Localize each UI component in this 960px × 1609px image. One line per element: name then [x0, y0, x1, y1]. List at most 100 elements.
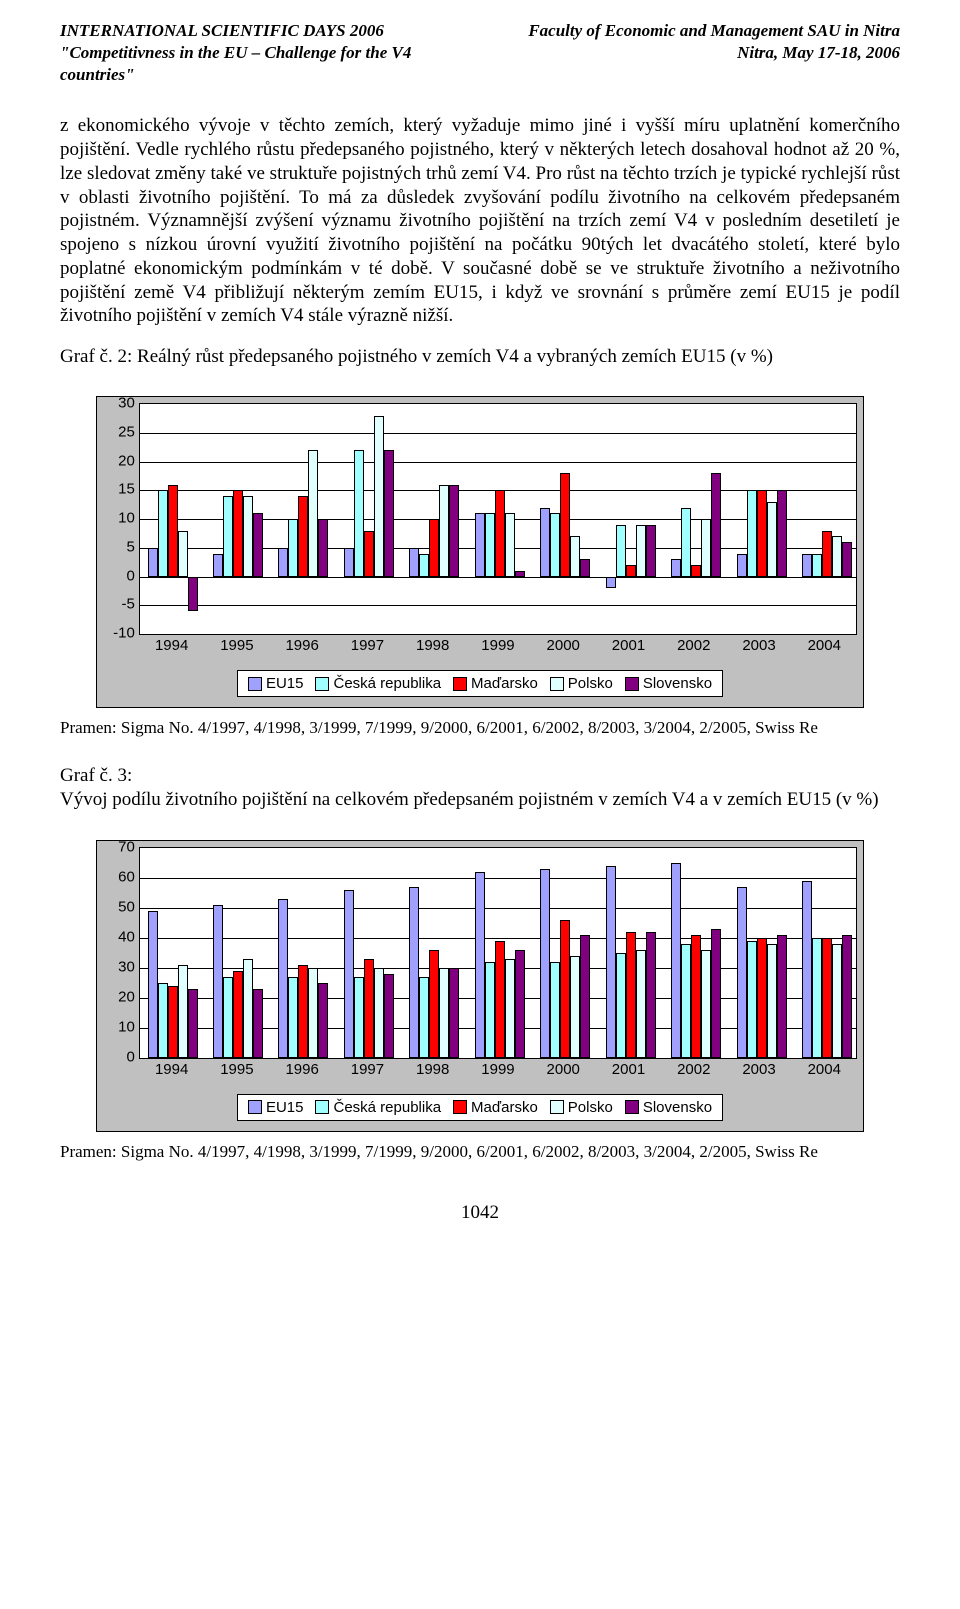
bar: [812, 554, 822, 577]
bar: [767, 502, 777, 577]
legend-swatch: [315, 1100, 329, 1114]
bar: [767, 944, 777, 1058]
ytick-label: 5: [126, 538, 134, 555]
legend-label: Maďarsko: [471, 1099, 538, 1116]
header-right-line2: Nitra, May 17-18, 2006: [497, 42, 900, 64]
xtick-label: 2003: [726, 637, 791, 654]
xtick-label: 2001: [596, 1061, 661, 1078]
bar: [419, 554, 429, 577]
bar: [812, 938, 822, 1058]
legend-label: Polsko: [568, 675, 613, 692]
bar: [691, 565, 701, 577]
bar: [223, 496, 233, 577]
bar: [842, 935, 852, 1058]
xtick-label: 1999: [465, 637, 530, 654]
header-left-line1: INTERNATIONAL SCIENTIFIC DAYS 2006: [60, 20, 463, 42]
chart3-source: Pramen: Sigma No. 4/1997, 4/1998, 3/1999…: [60, 1142, 900, 1162]
xtick-label: 1996: [270, 637, 335, 654]
bar: [318, 983, 328, 1058]
bar: [278, 899, 288, 1058]
bar: [606, 577, 616, 589]
bar: [308, 450, 318, 577]
legend-swatch: [550, 1100, 564, 1114]
bar: [475, 513, 485, 576]
legend-item: EU15: [248, 1099, 304, 1116]
bar: [178, 965, 188, 1058]
bar: [747, 941, 757, 1058]
bar: [364, 959, 374, 1058]
ytick-label: 70: [118, 838, 135, 855]
page-header: INTERNATIONAL SCIENTIFIC DAYS 2006 "Comp…: [60, 20, 900, 86]
bar: [691, 935, 701, 1058]
xtick-label: 1999: [465, 1061, 530, 1078]
bar: [505, 959, 515, 1058]
bar: [374, 968, 384, 1058]
bar: [298, 965, 308, 1058]
legend-item: Maďarsko: [453, 1099, 538, 1116]
bar: [747, 490, 757, 576]
graf3-label: Graf č. 3:: [60, 764, 900, 788]
xtick-label: 1995: [204, 637, 269, 654]
legend-swatch: [248, 1100, 262, 1114]
chart2: 302520151050-5-1019941995199619971998199…: [96, 396, 864, 708]
header-left: INTERNATIONAL SCIENTIFIC DAYS 2006 "Comp…: [60, 20, 463, 86]
ytick-label: 30: [118, 395, 135, 412]
bar: [243, 496, 253, 577]
bar: [580, 559, 590, 576]
bar: [560, 920, 570, 1058]
bar: [681, 508, 691, 577]
header-right-line1: Faculty of Economic and Management SAU i…: [497, 20, 900, 42]
bar: [495, 490, 505, 576]
chart3: 7060504030201001994199519961997199819992…: [96, 840, 864, 1132]
bar: [616, 953, 626, 1058]
graf2-title: Graf č. 2: Reálný růst předepsaného poji…: [60, 346, 900, 368]
legend-item: Polsko: [550, 675, 613, 692]
legend: EU15Česká republikaMaďarskoPolskoSlovens…: [237, 1094, 723, 1121]
ytick-label: -5: [121, 596, 134, 613]
bar: [223, 977, 233, 1058]
chart2-source: Pramen: Sigma No. 4/1997, 4/1998, 3/1999…: [60, 718, 900, 738]
legend-label: Maďarsko: [471, 675, 538, 692]
bar: [213, 905, 223, 1058]
legend-swatch: [625, 1100, 639, 1114]
graf3-title: Vývoj podílu životního pojištění na celk…: [60, 788, 900, 812]
bar: [278, 548, 288, 577]
bar: [822, 938, 832, 1058]
bar: [168, 986, 178, 1058]
xtick-label: 2004: [792, 637, 857, 654]
bar: [515, 571, 525, 577]
bar: [188, 989, 198, 1058]
ytick-label: 0: [126, 567, 134, 584]
ytick-label: 0: [126, 1048, 134, 1065]
bar: [178, 531, 188, 577]
bar: [419, 977, 429, 1058]
bar: [842, 542, 852, 577]
bar: [570, 536, 580, 576]
bar: [616, 525, 626, 577]
ytick-label: 60: [118, 868, 135, 885]
legend-item: EU15: [248, 675, 304, 692]
bar: [646, 932, 656, 1058]
header-right: Faculty of Economic and Management SAU i…: [497, 20, 900, 86]
bar: [580, 935, 590, 1058]
legend-swatch: [625, 677, 639, 691]
xtick-label: 1998: [400, 1061, 465, 1078]
bar: [298, 496, 308, 577]
bar: [485, 513, 495, 576]
legend-label: Slovensko: [643, 1099, 712, 1116]
legend-item: Maďarsko: [453, 675, 538, 692]
bar: [213, 554, 223, 577]
bar: [832, 536, 842, 576]
bar: [737, 887, 747, 1058]
legend-label: Česká republika: [333, 675, 441, 692]
legend-swatch: [453, 1100, 467, 1114]
bar: [409, 548, 419, 577]
bar: [158, 983, 168, 1058]
bar: [626, 565, 636, 577]
ytick-label: 20: [118, 452, 135, 469]
graf3-section: Graf č. 3: Vývoj podílu životního pojišt…: [60, 764, 900, 812]
bar: [364, 531, 374, 577]
bar: [384, 974, 394, 1058]
bar: [802, 554, 812, 577]
bar: [606, 866, 616, 1058]
